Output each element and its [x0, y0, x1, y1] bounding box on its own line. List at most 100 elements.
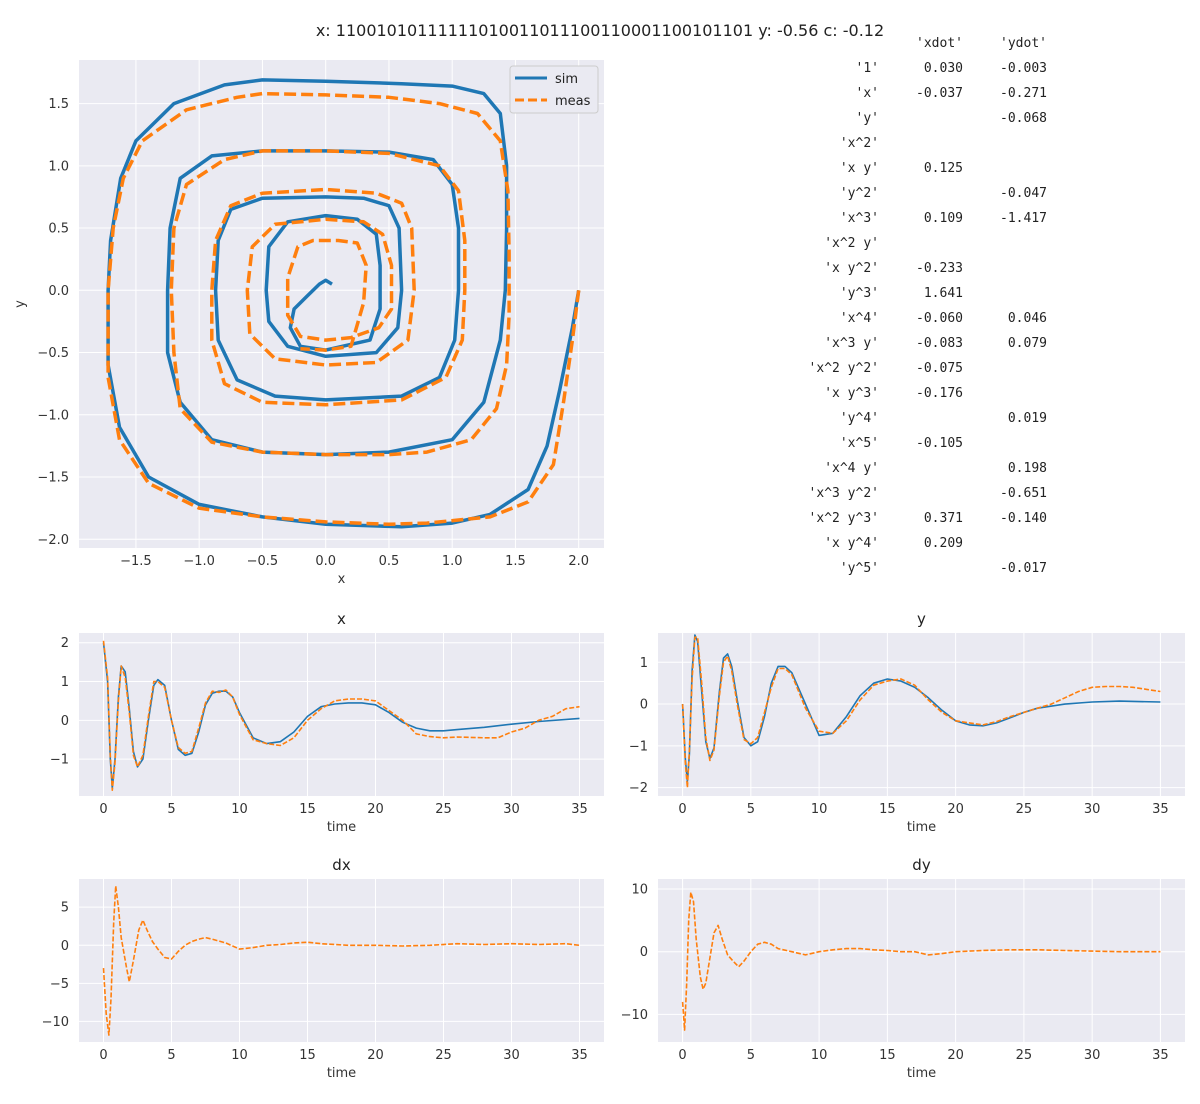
x-tick-label: 15: [879, 802, 896, 817]
y-tick-label: −1: [50, 753, 69, 768]
x-tick-label: 30: [1084, 1048, 1101, 1063]
coef-term: 'x^3 y^2': [809, 486, 879, 501]
coef-term: 'x y^2': [824, 261, 879, 276]
coefficient-table: 'xdot' 'ydot' '1' 0.030 -0.003 'x' -0.037 -0.…: [809, 36, 1047, 576]
coef-term: 'x y^3': [824, 386, 879, 401]
coef-xdot-value: 0.125: [924, 161, 963, 176]
coef-xdot-value: -0.176: [916, 386, 963, 401]
x-tick-label: 5: [167, 1048, 175, 1063]
x-tick-label: −1.5: [120, 554, 152, 569]
x-tick-label: 10: [811, 1048, 828, 1063]
coef-ydot-value: -0.068: [1000, 111, 1047, 126]
x-tick-label: 1.5: [505, 554, 526, 569]
coef-term: 'y^3': [840, 286, 879, 301]
coef-xdot-value: 0.030: [924, 61, 963, 76]
x-tick-label: −1.0: [183, 554, 215, 569]
x-tick-label: 30: [503, 802, 520, 817]
coef-term: 'y^4': [840, 411, 879, 426]
y-tick-label: 2: [61, 636, 69, 651]
x-tick-label: 25: [435, 1048, 452, 1063]
coef-ydot-value: -0.003: [1000, 61, 1047, 76]
coef-xdot-value: -0.060: [916, 311, 963, 326]
phase-plot: −1.5 −1.0 −0.5 0.0 0.5 1.0 1.5 2.0 −2.0 −1.5 −1.0 −…: [13, 60, 604, 587]
y-tick-label: −1.5: [37, 471, 69, 486]
series-line-sim: [106, 78, 581, 529]
coef-term: 'x^3 y': [824, 336, 879, 351]
series-line-meas: [681, 636, 1161, 789]
coef-term: 'x^2 y^2': [809, 361, 879, 376]
coef-xdot-value: 0.209: [924, 536, 963, 551]
coef-xdot-value: -0.075: [916, 361, 963, 376]
x-tick-label: 35: [1152, 1048, 1169, 1063]
legend-label-meas: meas: [555, 94, 591, 109]
coef-ydot-value: -1.417: [1000, 211, 1047, 226]
y-tick-label: −2.0: [37, 533, 69, 548]
coef-xdot-value: -0.037: [916, 86, 963, 101]
coef-term: 'x^2 y^3': [809, 511, 879, 526]
x-axis-label: time: [907, 1066, 936, 1081]
y-axis-label: y: [13, 300, 28, 308]
x-tick-label: 20: [947, 802, 964, 817]
series-line-meas: [681, 891, 1161, 1031]
x-tick-label: 15: [879, 1048, 896, 1063]
y-tick-label: −10: [621, 1008, 648, 1023]
x-tick-label: 5: [747, 802, 755, 817]
coef-ydot-value: -0.271: [1000, 86, 1047, 101]
coef-term: 'x y': [840, 161, 879, 176]
y-tick-label: 0: [640, 945, 648, 960]
coef-term: 'y^5': [840, 561, 879, 576]
y-tick-label: −2: [629, 781, 648, 796]
y-tick-label: 1: [61, 675, 69, 690]
coef-xdot-value: 0.109: [924, 211, 963, 226]
x-tick-label: 10: [231, 802, 248, 817]
x-axis-label: time: [907, 820, 936, 835]
coef-term: 'x^2 y': [824, 236, 879, 251]
y-tick-label: 0.0: [48, 284, 69, 299]
x-time-plot: 0 5 10 15 20 25 30 35 −1 0 1 2 x time: [50, 610, 604, 835]
x-tick-label: 10: [231, 1048, 248, 1063]
y-tick-label: −1.0: [37, 408, 69, 423]
plot-background: [658, 633, 1185, 796]
x-tick-label: 20: [947, 1048, 964, 1063]
coef-term: 'y': [856, 111, 879, 126]
y-tick-label: 0.5: [48, 222, 69, 237]
coef-xdot-value: 0.371: [924, 511, 963, 526]
x-tick-label: 30: [1084, 802, 1101, 817]
plot-title: dy: [912, 856, 931, 874]
coef-xdot-value: 1.641: [924, 286, 963, 301]
x-tick-label: 35: [1152, 802, 1169, 817]
y-tick-label: 0: [61, 939, 69, 954]
coef-xdot-value: -0.105: [916, 436, 963, 451]
x-axis-label: time: [327, 820, 356, 835]
coef-ydot-value: -0.651: [1000, 486, 1047, 501]
x-tick-label: 0: [99, 1048, 107, 1063]
coef-term: 'x': [856, 86, 879, 101]
x-tick-label: 5: [167, 802, 175, 817]
x-axis-label: x: [338, 572, 346, 587]
series-line-meas: [106, 91, 581, 527]
coef-ydot-value: 0.198: [1008, 461, 1047, 476]
x-tick-label: 0: [678, 802, 686, 817]
y-tick-label: 10: [631, 883, 648, 898]
coef-header-ydot: 'ydot': [1000, 36, 1047, 51]
x-tick-label: 0.0: [315, 554, 336, 569]
plot-background: [658, 879, 1185, 1042]
x-tick-label: 15: [299, 1048, 316, 1063]
y-tick-label: 1: [640, 656, 648, 671]
x-tick-label: 20: [367, 1048, 384, 1063]
coef-ydot-value: -0.017: [1000, 561, 1047, 576]
x-tick-label: 25: [1016, 802, 1033, 817]
series-line-meas: [102, 885, 580, 1036]
coef-ydot-value: 0.079: [1008, 336, 1047, 351]
x-tick-label: 0: [678, 1048, 686, 1063]
x-tick-label: 15: [299, 802, 316, 817]
coef-ydot-value: 0.019: [1008, 411, 1047, 426]
y-tick-label: 0: [61, 714, 69, 729]
coef-ydot-value: -0.140: [1000, 511, 1047, 526]
y-tick-label: 0: [640, 698, 648, 713]
dx-time-plot: 0 5 10 15 20 25 30 35 −10 −5 0 5 dx time: [42, 856, 604, 1081]
plot-background: [79, 633, 604, 796]
y-tick-label: −0.5: [37, 346, 69, 361]
coef-term: 'y^2': [840, 186, 879, 201]
